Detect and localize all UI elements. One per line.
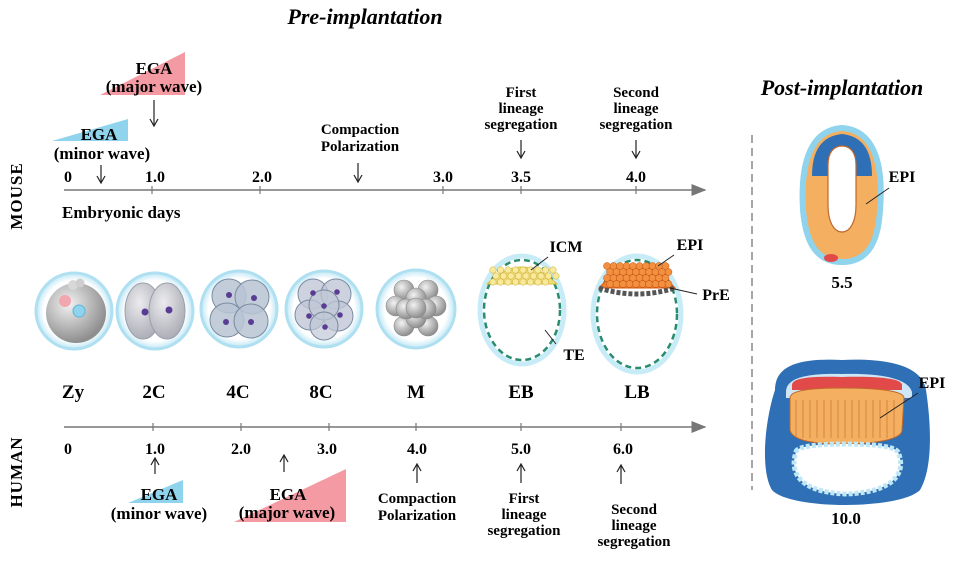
eight-cell-embryo: [284, 269, 364, 349]
human-ega-major-wedge: [234, 469, 346, 522]
mouse-compaction-line2: Polarization: [321, 139, 400, 155]
mouse-tick-3: 3.0: [433, 169, 453, 186]
mouse-tick-0: 0: [64, 169, 72, 186]
human-tick-0: 0: [64, 441, 72, 458]
mouse-ega-major-line2: (major wave): [106, 77, 202, 96]
mouse-tick-1: 1.0: [145, 169, 165, 186]
pre-label: PrE: [702, 287, 730, 304]
mouse-second-line2: lineage: [614, 101, 659, 117]
human-second-line1: Second: [611, 502, 658, 518]
human-side-label: HUMAN: [7, 436, 26, 507]
four-cell-embryo: [199, 269, 279, 349]
mouse-egg-cylinder: [799, 124, 884, 266]
stage-label-4c: 4C: [226, 382, 249, 403]
mouse-tick-5: 4.0: [626, 169, 646, 186]
mouse-post-epi-label: EPI: [889, 169, 916, 186]
human-second-line3: segregation: [597, 534, 671, 550]
human-first-line1: First: [509, 491, 540, 507]
human-compaction-line1: Compaction: [378, 491, 457, 507]
mouse-post-epi-leader: [865, 187, 890, 205]
mouse-tick-4: 3.5: [511, 169, 531, 186]
icm-leader: [530, 256, 549, 271]
stage-label-eb: EB: [508, 382, 534, 403]
mouse-side-label: MOUSE: [7, 162, 26, 229]
te-leader: [544, 329, 557, 345]
human-tick-6: 6.0: [613, 441, 633, 458]
mouse-second-line3: segregation: [599, 117, 673, 133]
human-tick-2: 2.0: [231, 441, 251, 458]
stage-label-zy: Zy: [62, 382, 85, 403]
human-first-line3: segregation: [487, 523, 561, 539]
human-second-line2: lineage: [612, 518, 657, 534]
late-blastocyst-embryo: [590, 253, 684, 375]
morula-embryo: [375, 268, 457, 350]
mouse-first-line3: segregation: [484, 117, 558, 133]
post-implantation-title: Post-implantation: [760, 75, 924, 100]
stage-label-2c: 2C: [142, 382, 165, 403]
human-ega-major-line2: (major wave): [239, 503, 335, 522]
human-post-implantation-embryo: [764, 359, 930, 505]
two-cell-embryo: [115, 271, 195, 351]
mouse-tick-2: 2.0: [252, 169, 272, 186]
stage-label-m: M: [407, 382, 425, 403]
stage-label-lb: LB: [624, 382, 650, 403]
mouse-ega-major-wedge: [100, 52, 185, 95]
human-tick-3: 3.0: [317, 441, 337, 458]
zygote-embryo: [34, 271, 114, 351]
mouse-ega-major-line1: EGA: [136, 59, 174, 78]
pre-implantation-title: Pre-implantation: [286, 4, 442, 29]
human-post-day-label: 10.0: [831, 509, 861, 528]
human-event-arrows: [150, 453, 626, 484]
mouse-first-line2: lineage: [499, 101, 544, 117]
mouse-first-line1: First: [506, 85, 537, 101]
mouse-second-line1: Second: [613, 85, 660, 101]
pre-leader: [669, 287, 698, 295]
stage-label-8c: 8C: [309, 382, 332, 403]
human-ega-minor-wedge: [128, 480, 183, 503]
human-tick-1: 1.0: [145, 441, 165, 458]
te-label: TE: [563, 347, 584, 364]
early-blastocyst-embryo: [477, 253, 567, 367]
human-tick-5: 5.0: [511, 441, 531, 458]
lb-epi-leader: [657, 254, 675, 267]
mouse-post-day-label: 5.5: [831, 273, 852, 292]
mouse-ega-minor-wedge: [52, 119, 128, 141]
icm-label: ICM: [550, 239, 583, 256]
human-compaction-line2: Polarization: [378, 508, 457, 524]
embryonic-days-label: Embryonic days: [62, 203, 181, 222]
mouse-ega-minor-line2: (minor wave): [54, 144, 150, 163]
human-tick-4: 4.0: [407, 441, 427, 458]
human-post-epi-label: EPI: [919, 375, 946, 392]
human-first-line2: lineage: [502, 507, 547, 523]
mouse-compaction-line1: Compaction: [321, 122, 400, 138]
human-ega-minor-line1: EGA: [141, 485, 179, 504]
human-post-epi-leader: [879, 392, 919, 419]
human-ega-minor-line2: (minor wave): [111, 504, 207, 523]
mouse-ega-minor-line1: EGA: [81, 125, 119, 144]
human-ega-major-line1: EGA: [270, 485, 308, 504]
lb-epi-label: EPI: [677, 237, 704, 254]
